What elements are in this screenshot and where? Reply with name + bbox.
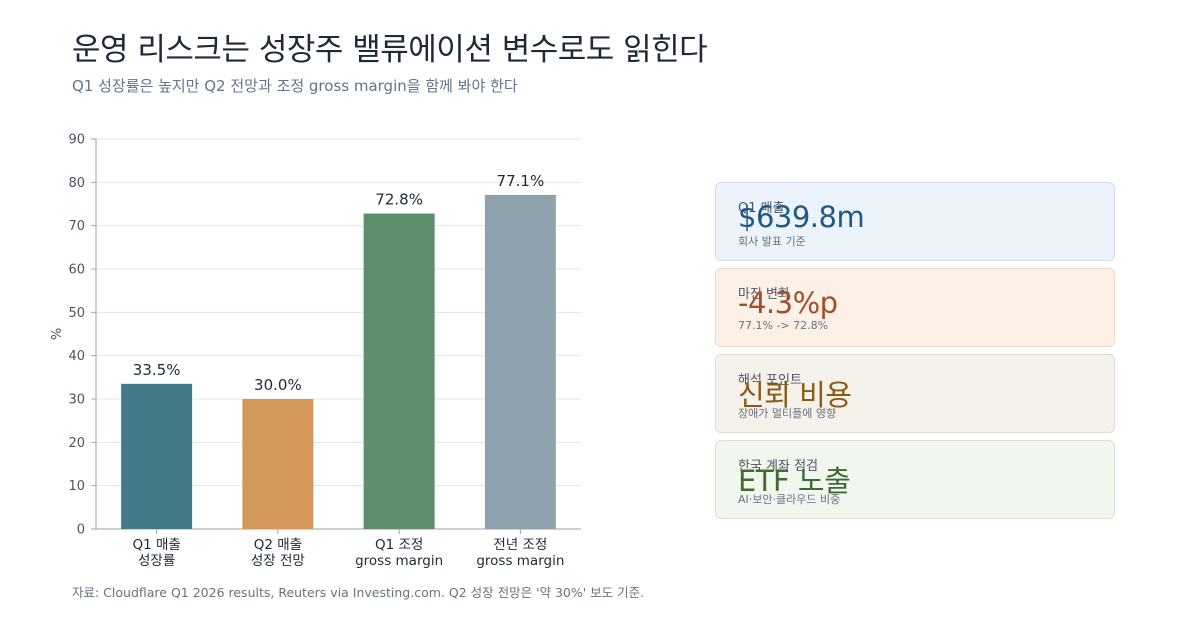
kpi-value: ETF 노출 [738, 464, 851, 498]
y-tick-label: 10 [68, 479, 85, 494]
x-tick-label: Q1 조정 gross margin [355, 537, 443, 569]
x-tick-label-line: Q1 매출 [132, 537, 180, 553]
x-tick-label-line: gross margin [355, 553, 443, 569]
bar [363, 213, 435, 530]
y-tick-label: 90 [68, 133, 85, 148]
y-axis-label: % [50, 328, 65, 340]
x-tick-label: Q2 매출 성장 전망 [251, 537, 305, 569]
kpi-label: 한국 계좌 점검 [738, 459, 819, 474]
bar-chart: 0 10 20 30 40 50 60 70 80 90% 33.5% Q1 매출 성장률 30.0% Q2… [50, 133, 581, 569]
y-tick-label: 0 [77, 523, 85, 538]
y-tick-label: 80 [68, 176, 85, 191]
x-tick-label-line: 성장률 [138, 553, 175, 569]
bar [121, 383, 193, 529]
kpi-card-interpretation: 해석 포인트 신뢰 비용 장애가 멀티플에 영향 [715, 354, 1115, 433]
kpi-label: Q1 매출 [738, 201, 785, 216]
data-label: 33.5% [133, 361, 181, 379]
kpi-card-account-check: 한국 계좌 점검 ETF 노출 AI·보안·클라우드 비중 [715, 440, 1115, 519]
bar [484, 194, 556, 529]
kpi-card-margin-change: 마진 변화 -4.3%p 77.1% -> 72.8% [715, 268, 1115, 347]
x-tick-label: Q1 매출 성장률 [132, 537, 180, 569]
x-tick-label-line: 성장 전망 [251, 553, 305, 569]
kpi-value: 신뢰 비용 [738, 378, 852, 412]
y-tick-label: 30 [68, 393, 85, 408]
y-tick-label: 20 [68, 436, 85, 451]
kpi-label: 해석 포인트 [738, 373, 802, 388]
kpi-note: 77.1% -> 72.8% [738, 319, 829, 332]
data-label: 77.1% [497, 172, 545, 190]
source-note: 자료: Cloudflare Q1 2026 results, Reuters … [72, 585, 645, 600]
x-tick-label-line: 전년 조정 [493, 537, 547, 553]
data-label: 72.8% [375, 191, 423, 209]
page-title: 운영 리스크는 성장주 밸류에이션 변수로도 읽힌다 [72, 32, 708, 68]
y-tick-label: 70 [68, 219, 85, 234]
kpi-note: 회사 발표 기준 [738, 235, 806, 248]
y-tick-label: 50 [68, 306, 85, 321]
kpi-value: $639.8m [738, 200, 865, 234]
kpi-note: 장애가 멀티플에 영향 [738, 407, 837, 420]
kpi-card-revenue: Q1 매출 $639.8m 회사 발표 기준 [715, 182, 1115, 261]
x-tick-label-line: Q2 매출 [254, 537, 302, 553]
kpi-note: AI·보안·클라우드 비중 [738, 493, 841, 506]
x-tick-label-line: Q1 조정 [375, 537, 423, 553]
kpi-value: -4.3%p [738, 286, 838, 320]
page-subtitle: Q1 성장률은 높지만 Q2 전망과 조정 gross margin을 함께 봐… [72, 77, 518, 95]
x-tick-label-line: gross margin [476, 553, 564, 569]
bar [242, 399, 314, 529]
y-tick-label: 60 [68, 263, 85, 278]
kpi-label: 마진 변화 [738, 287, 790, 302]
x-tick-label: 전년 조정 gross margin [476, 537, 564, 569]
data-label: 30.0% [254, 376, 302, 394]
y-tick-label: 40 [68, 349, 85, 364]
